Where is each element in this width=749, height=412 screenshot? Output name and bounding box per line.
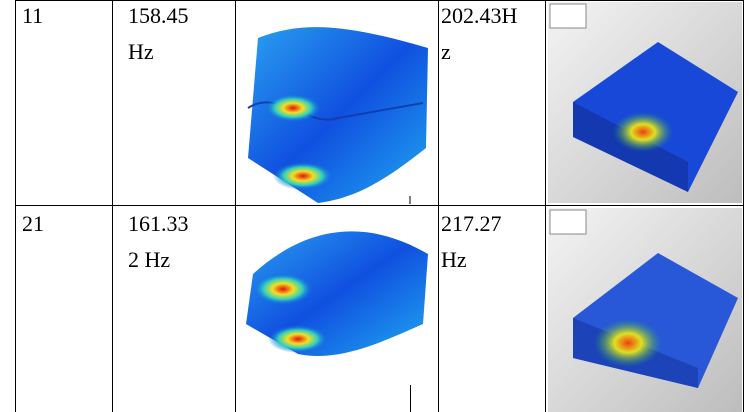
- table: 11 158.45 Hz 202.43Hz 21 161.332 Hz 217.…: [0, 0, 749, 412]
- column-border: [15, 0, 16, 412]
- mode-shape-image: [238, 8, 434, 204]
- frequency: 158.45 Hz: [128, 0, 194, 70]
- page: 11 158.45 Hz 202.43Hz 21 161.332 Hz 217.…: [0, 0, 749, 412]
- frequency: 217.27 Hz: [441, 206, 521, 278]
- frequency: 202.43Hz: [441, 0, 521, 70]
- column-border: [545, 0, 546, 412]
- column-border: [112, 0, 113, 412]
- column-border: [743, 0, 744, 412]
- mode-shape-image: [548, 208, 742, 412]
- row-border: [15, 205, 743, 206]
- mode-shape-image: [238, 214, 434, 364]
- mode-number: 11: [22, 0, 102, 34]
- column-border: [438, 0, 439, 412]
- image-mark: [410, 385, 411, 412]
- frequency: 161.332 Hz: [128, 206, 194, 278]
- row-border: [15, 0, 743, 1]
- mode-shape-image: [548, 2, 742, 203]
- column-border: [235, 0, 236, 412]
- mode-number: 21: [22, 206, 102, 242]
